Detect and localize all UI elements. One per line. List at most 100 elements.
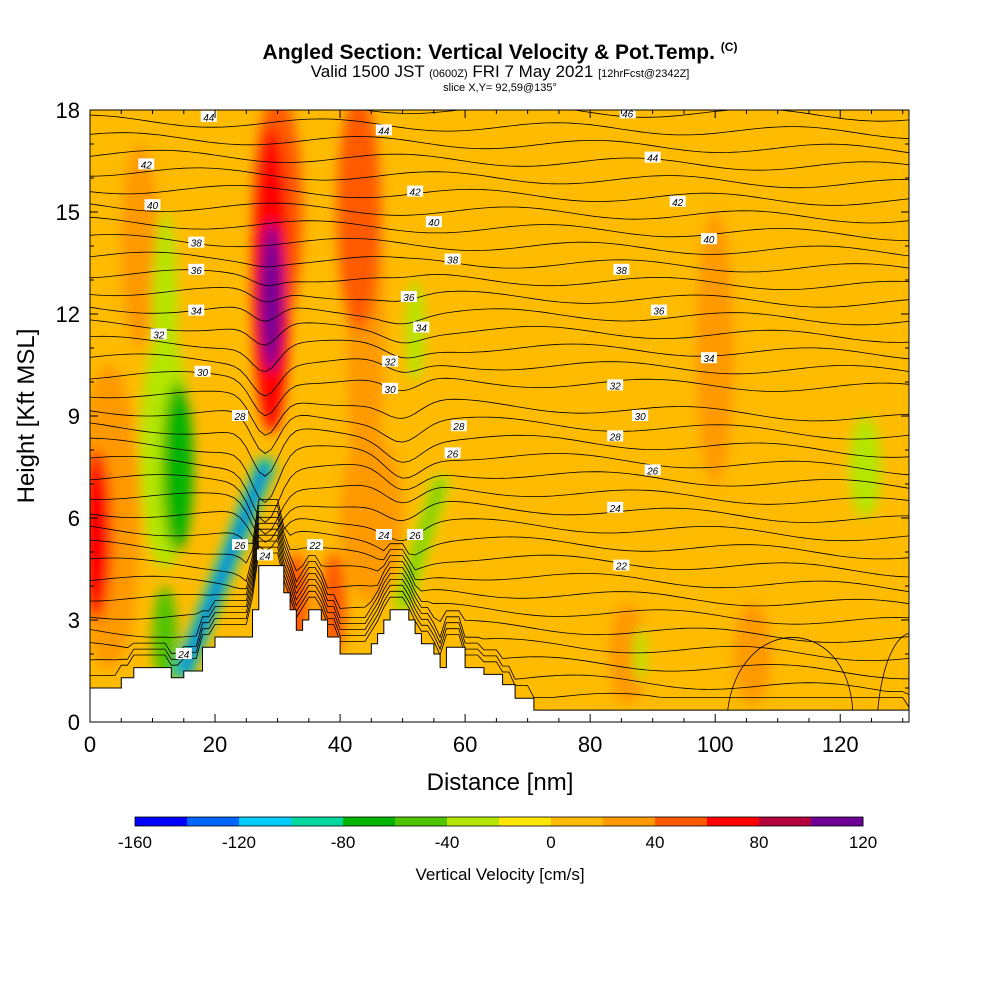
contour-label-bg (257, 549, 274, 561)
contour-label: 46 (619, 109, 636, 120)
contour-label-text: 28 (452, 422, 465, 433)
y-tick-label: 0 (68, 710, 80, 735)
colorbar-swatch (707, 817, 760, 826)
contour-label: 30 (194, 365, 211, 379)
contour-label-bg (232, 410, 249, 421)
contour-label-text: 26 (409, 531, 422, 542)
chart-title: Angled Section: Vertical Velocity & Pot.… (262, 40, 738, 64)
contour-label-text: 24 (177, 650, 190, 661)
copyright-mark: (C) (720, 40, 738, 54)
contour-label: 28 (232, 410, 249, 423)
contour-label-bg (188, 263, 205, 275)
colorbar-swatch (655, 817, 708, 826)
contour-label-text: 30 (385, 385, 397, 396)
contour-label: 42 (407, 185, 424, 199)
contour-label-text: 30 (635, 412, 647, 423)
y-tick-label: 18 (56, 98, 80, 123)
x-tick-label: 0 (84, 732, 96, 757)
contour-label-bg (175, 648, 192, 659)
contour-label-text: 46 (622, 109, 634, 120)
theta-contour (90, 269, 909, 290)
contour-label: 22 (613, 559, 630, 573)
colorbar-swatch (135, 817, 188, 826)
colorbar-swatch (603, 817, 656, 826)
velocity-cell (90, 450, 112, 620)
contour-label-bg (188, 236, 205, 248)
y-tick-label: 6 (68, 506, 80, 531)
contour-label: 42 (138, 158, 155, 171)
contour-label: 24 (375, 529, 392, 542)
contour-label-text: 40 (703, 235, 715, 246)
theta-contour (90, 371, 909, 417)
colorbar-swatch (395, 817, 448, 826)
contour-label: 40 (425, 216, 442, 229)
contour-label-bg (407, 185, 424, 197)
contour-label-text: 44 (378, 126, 390, 137)
theta-contour (90, 167, 909, 189)
velocity-cell (336, 110, 381, 331)
contour-label: 44 (375, 124, 392, 137)
contour-label-bg (450, 420, 467, 432)
contour-label-text: 28 (233, 412, 246, 423)
contour-label-text: 32 (385, 358, 397, 369)
slice-info: slice X,Y= 92,59@135° (443, 82, 557, 94)
theta-contour (90, 319, 909, 346)
colorbar-tick-label: 0 (546, 833, 555, 852)
contour-label-bg (232, 539, 249, 551)
theta-contour (90, 546, 909, 696)
x-tick-label: 80 (578, 732, 602, 757)
contour-label-bg (619, 110, 636, 119)
contour-label-bg (307, 539, 324, 551)
contour-label-text: 38 (191, 239, 203, 250)
theta-contour (90, 216, 909, 241)
contour-label-text: 36 (191, 266, 203, 277)
x-tick-label: 120 (822, 732, 859, 757)
contour-label-bg (700, 352, 717, 364)
contour-label: 30 (632, 410, 649, 423)
contour-label: 38 (188, 236, 205, 250)
theta-contour (90, 474, 909, 535)
contour-label: 28 (607, 430, 624, 443)
contour-label-bg (144, 199, 161, 211)
contour-label-text: 38 (447, 256, 459, 267)
contour-label: 26 (407, 529, 424, 542)
contour-label: 32 (607, 379, 624, 392)
colorbar-tick-label: -120 (222, 833, 256, 852)
theta-contour (90, 353, 909, 397)
contour-label-bg (413, 321, 430, 333)
contour-label-text: 42 (672, 198, 684, 209)
velocity-cell (633, 626, 647, 682)
contour-label: 38 (444, 253, 461, 267)
contour-label-text: 44 (647, 154, 659, 165)
colorbar-tick-label: -80 (331, 833, 356, 852)
theta-contour (90, 456, 909, 523)
contour-label-text: 28 (609, 432, 622, 443)
colorbar-tick-label: -160 (118, 833, 152, 852)
contour-label-text: 26 (233, 541, 246, 552)
contour-label-bg (425, 216, 442, 228)
colorbar-swatch (811, 817, 864, 826)
contour-label-text: 42 (141, 160, 153, 171)
theta-contour (90, 132, 909, 154)
contour-label-text: 42 (410, 188, 422, 199)
contour-label-text: 40 (428, 218, 440, 229)
contour-label: 26 (644, 464, 661, 477)
contour-label: 42 (669, 195, 686, 209)
theta-contour (90, 511, 909, 552)
terrain (90, 565, 909, 722)
contour-label-text: 26 (646, 466, 659, 477)
contour-label-text: 22 (615, 562, 628, 573)
contour-label: 36 (188, 263, 205, 277)
theta-contour (727, 637, 854, 711)
valid-time-line: Valid 1500 JST (0600Z) FRI 7 May 2021 [1… (310, 62, 690, 81)
contour-label: 30 (382, 382, 399, 396)
theta-contour (90, 492, 909, 543)
colorbar-swatch (187, 817, 240, 826)
x-tick-label: 100 (697, 732, 734, 757)
theta-contour (90, 534, 909, 661)
theta-contour (90, 306, 909, 326)
contour-label-bg (375, 124, 392, 136)
y-tick-label: 15 (56, 200, 80, 225)
theta-contour (90, 528, 909, 643)
velocity-cell (849, 416, 881, 518)
